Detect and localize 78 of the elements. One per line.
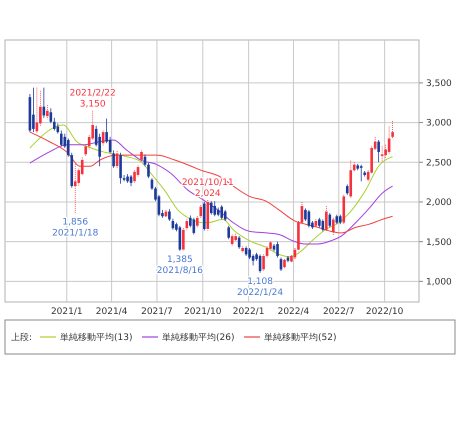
candlestick (332, 217, 335, 236)
candlestick (391, 120, 394, 139)
y-tick-label: 1,000 (426, 278, 452, 288)
candlestick (213, 200, 216, 217)
candlestick (133, 170, 136, 184)
candlestick (220, 204, 224, 220)
candlestick (328, 212, 332, 228)
candlestick (36, 87, 38, 134)
legend-title: 上段: (11, 332, 32, 343)
candlestick (241, 246, 244, 254)
candlestick (346, 184, 349, 196)
candlestick (192, 217, 196, 235)
y-tick-label: 2,500 (426, 158, 452, 168)
candlestick (50, 108, 52, 124)
y-tick-label: 3,500 (426, 79, 452, 90)
candlestick (130, 174, 132, 186)
candlestick (377, 140, 380, 163)
candlestick (119, 152, 122, 184)
candlestick (53, 117, 56, 131)
candlestick (336, 214, 338, 225)
candlestick (172, 218, 174, 230)
candlestick (230, 234, 234, 246)
candlestick (66, 138, 70, 158)
candlestick (46, 104, 49, 120)
legend-label: 単純移動平均(13) (60, 332, 132, 343)
candlestick (258, 254, 262, 274)
legend-label: 単純移動平均(52) (264, 332, 336, 343)
candlestick (56, 122, 60, 134)
candlestick (168, 208, 171, 222)
candlestick (210, 200, 213, 216)
candlestick (196, 216, 199, 228)
candlestick (224, 210, 226, 222)
candlestick (74, 163, 77, 214)
candlestick (276, 241, 279, 258)
x-tick-label: 2022/7 (322, 307, 355, 317)
candlestick (60, 130, 63, 147)
x-tick-label: 2022/1 (232, 307, 264, 317)
candlestick (244, 246, 248, 256)
candlestick (42, 87, 46, 118)
annotation: 1,108 2022/1/24 (237, 276, 284, 298)
candlestick (199, 204, 202, 218)
candlestick (84, 144, 88, 156)
annotation: 1,856 2021/1/18 (52, 217, 99, 238)
x-tick-label: 2021/4 (96, 307, 128, 317)
x-tick-label: 2022/10 (366, 307, 404, 317)
candlestick (140, 150, 143, 162)
candlestick (102, 130, 104, 147)
candlestick (32, 87, 35, 132)
candlestick (314, 219, 318, 228)
candlestick (338, 214, 342, 225)
annotation: 1,385 2021/8/16 (156, 254, 204, 276)
y-tick-label: 1,500 (426, 238, 452, 248)
annotation: 2021/2/22 3,150 (70, 88, 116, 110)
legend-label: 単純移動平均(26) (162, 332, 234, 343)
candlestick (252, 254, 254, 266)
candlestick (182, 228, 185, 251)
candlestick (318, 217, 321, 228)
candlestick (98, 133, 101, 167)
candlestick (178, 225, 182, 252)
candlestick (388, 126, 390, 155)
candlestick (322, 219, 324, 232)
candlestick (280, 257, 282, 272)
candlestick (227, 225, 230, 240)
candlestick (308, 210, 310, 228)
candlestick (352, 162, 356, 172)
candlestick (116, 150, 118, 168)
y-tick-label: 3,000 (426, 118, 452, 129)
candlestick (186, 219, 188, 230)
candlestick (325, 206, 328, 232)
x-tick-label: 2021/1 (50, 307, 83, 317)
y-tick-label: 2,000 (426, 198, 452, 208)
candlestick (360, 164, 363, 182)
candlestick (283, 258, 286, 270)
candlestick (164, 210, 168, 218)
x-tick-label: 2021/7 (141, 307, 173, 317)
x-tick-label: 2022/4 (278, 307, 310, 317)
candlestick (238, 236, 240, 250)
x-tick-label: 2021/10 (184, 307, 222, 317)
